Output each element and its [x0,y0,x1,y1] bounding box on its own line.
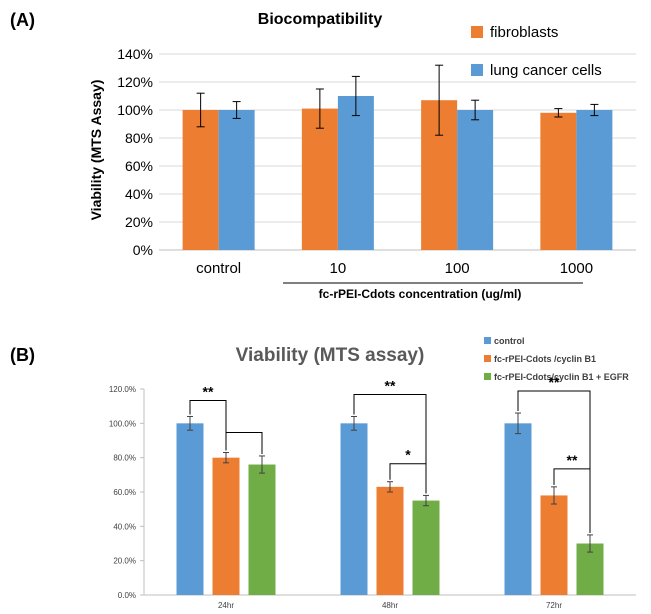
bar [337,96,374,250]
y-tick-label: 80% [125,130,153,146]
x-tick-label: 24hr [218,601,234,610]
panel-a-title: Biocompatibility [258,11,383,28]
panel-b-title: Viability (MTS assay) [236,345,425,366]
bar [457,110,494,250]
significance-label: ** [203,383,214,399]
bar [376,486,404,595]
significance-label: ** [549,374,560,390]
bar [301,108,338,250]
panel-b-label: (B) [10,345,35,365]
significance-bracket [553,468,591,533]
y-tick-label: 100% [117,102,153,118]
y-tick-label: 0% [133,242,153,258]
x-tick-label: 1000 [560,260,593,277]
legend-swatch-control [484,337,491,344]
panel-b-plot: 0.0% 20.0% 40.0% 60.0% 80.0% 100.0% 120.0% 24hr… [109,374,636,610]
panel-a-xlabel: fc-rPEI-Cdots concentration (ug/ml) [319,287,522,301]
bar [182,110,219,250]
legend-swatch-lung-cancer-cells [471,64,483,76]
bar [340,423,368,595]
legend-label-lung-cancer-cells: lung cancer cells [490,62,602,79]
significance-label: ** [385,377,396,393]
y-tick-label: 20.0% [113,557,136,566]
significance-bracket [225,432,263,454]
y-tick-label: 120.0% [109,385,136,394]
bar [218,110,255,250]
significance-bracket [189,399,227,451]
legend-swatch-fibroblasts [471,26,483,38]
bar [248,464,276,595]
legend-label-cyclin-b1: fc-rPEI-Cdots /cyclin B1 [494,354,596,364]
y-tick-label: 40% [125,186,153,202]
x-tick-label: 10 [330,260,347,277]
y-tick-label: 100.0% [109,419,136,428]
legend-label-cyclin-b1-egfr: fc-rPEI-Cdots/cyclin B1 + EGFR [494,372,629,382]
x-tick-label: 72hr [546,601,562,610]
panel-a-ylabel: Viability (MTS Assay) [88,80,104,221]
significance-bracket [353,393,427,494]
x-tick-label: control [196,260,241,277]
legend-label-control: control [494,336,525,346]
y-tick-label: 60.0% [113,488,136,497]
significance-label: * [405,447,411,463]
significance-bracket [389,463,427,494]
bar [540,495,568,595]
bar [540,112,577,250]
y-tick-label: 80.0% [113,454,136,463]
x-tick-label: 48hr [382,601,398,610]
panel-a-plot: 0% 20% 40% 60% 80% 100% 120% 140% control 10 100 10… [117,46,636,277]
y-tick-label: 140% [117,46,153,62]
bar [412,500,440,595]
x-tick-label: 100 [445,260,470,277]
significance-bracket [517,390,591,533]
bar [212,457,240,595]
legend-label-fibroblasts: fibroblasts [490,24,558,41]
bar [504,423,532,595]
y-tick-label: 20% [125,214,153,230]
y-tick-label: 0.0% [118,591,136,600]
significance-label: ** [567,452,578,468]
y-tick-label: 120% [117,74,153,90]
bar [576,110,613,250]
legend-swatch-cyclin-b1-egfr [484,373,491,380]
bar [176,423,204,595]
y-tick-label: 60% [125,158,153,174]
panel-a-label: (A) [10,10,35,30]
y-tick-label: 40.0% [113,522,136,531]
legend-swatch-cyclin-b1 [484,355,491,362]
